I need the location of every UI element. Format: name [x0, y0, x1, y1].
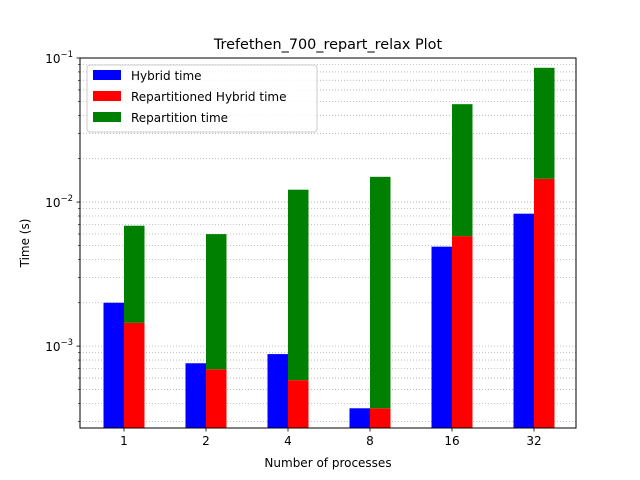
bar-hybrid-time — [431, 246, 452, 428]
bar-hybrid-time — [349, 408, 370, 428]
bars — [103, 67, 555, 428]
bar-repartition-time — [206, 234, 227, 370]
x-tick-label: 32 — [526, 434, 541, 448]
bar-repartitioned-hybrid-time — [288, 380, 309, 428]
bar-repartitioned-hybrid-time — [124, 322, 145, 428]
legend-label: Repartitioned Hybrid time — [131, 90, 286, 104]
bar-repartitioned-hybrid-time — [206, 369, 227, 428]
y-axis-ticks: 10−310−210−1 — [45, 50, 80, 422]
x-tick-label: 2 — [202, 434, 210, 448]
bar-repartition-time — [124, 225, 145, 323]
chart-title: Trefethen_700_repart_relax Plot — [213, 37, 443, 53]
x-tick-label: 1 — [120, 434, 128, 448]
bar-repartitioned-hybrid-time — [452, 236, 473, 428]
bar-hybrid-time — [185, 363, 206, 428]
bar-hybrid-time — [513, 213, 534, 428]
x-axis-label: Number of processes — [264, 456, 391, 470]
x-tick-label: 8 — [366, 434, 374, 448]
bar-hybrid-time — [103, 302, 124, 428]
bar-repartition-time — [534, 67, 555, 179]
x-tick-label: 4 — [284, 434, 292, 448]
legend-label: Repartition time — [131, 111, 228, 125]
legend-swatch — [93, 91, 121, 101]
legend-swatch — [93, 70, 121, 80]
plot-area-frame — [79, 57, 577, 429]
legend-swatch — [93, 112, 121, 122]
legend: Hybrid time Repartitioned Hybrid time Repa… — [86, 64, 318, 133]
bar-repartition-time — [288, 189, 309, 381]
bar-repartition-time — [452, 104, 473, 237]
x-tick-label: 16 — [444, 434, 459, 448]
y-axis-label: Time (s) — [18, 219, 32, 269]
bar-repartitioned-hybrid-time — [370, 408, 391, 428]
legend-box — [86, 64, 318, 133]
bar-repartitioned-hybrid-time — [534, 178, 555, 428]
bar-hybrid-time — [267, 354, 288, 428]
legend-label: Hybrid time — [131, 69, 202, 83]
x-axis-ticks: 1 2 4 8 16 32 — [120, 428, 542, 448]
bar-repartition-time — [370, 176, 391, 409]
